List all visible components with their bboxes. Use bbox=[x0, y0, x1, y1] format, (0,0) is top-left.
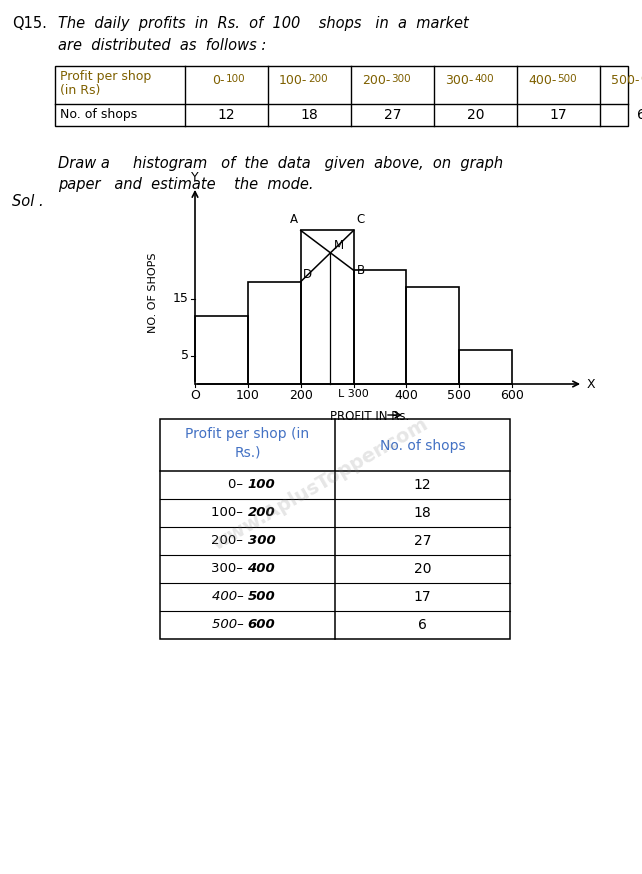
Text: X: X bbox=[587, 378, 596, 391]
Text: are  distributed  as  follows :: are distributed as follows : bbox=[58, 38, 266, 53]
Text: 0–: 0– bbox=[229, 478, 248, 491]
Text: The  daily  profits  in  Rs.  of  100    shops   in  a  market: The daily profits in Rs. of 100 shops in… bbox=[58, 16, 469, 31]
Text: 100: 100 bbox=[225, 74, 245, 84]
Text: 20: 20 bbox=[467, 108, 484, 122]
Text: C: C bbox=[356, 213, 365, 226]
Text: PROFIT IN Rs.: PROFIT IN Rs. bbox=[330, 410, 409, 422]
Text: 500–: 500– bbox=[211, 619, 248, 632]
Text: 0-: 0- bbox=[212, 74, 225, 87]
Text: (in Rs): (in Rs) bbox=[60, 84, 100, 97]
Bar bbox=[195, 316, 248, 384]
Text: O: O bbox=[190, 389, 200, 402]
Text: D: D bbox=[303, 267, 312, 281]
Text: NO. OF SHOPS: NO. OF SHOPS bbox=[148, 253, 158, 333]
Text: 27: 27 bbox=[413, 534, 431, 548]
Text: 5: 5 bbox=[181, 349, 189, 362]
Text: 15: 15 bbox=[173, 292, 189, 305]
Text: 100: 100 bbox=[248, 478, 275, 491]
Text: 200: 200 bbox=[289, 389, 313, 402]
Text: 18: 18 bbox=[413, 506, 431, 520]
Text: 400: 400 bbox=[248, 563, 275, 575]
Text: 18: 18 bbox=[300, 108, 318, 122]
Text: A: A bbox=[290, 213, 298, 226]
Text: 17: 17 bbox=[413, 590, 431, 604]
Text: 500: 500 bbox=[447, 389, 471, 402]
Text: 200: 200 bbox=[248, 507, 275, 519]
Text: Sol .: Sol . bbox=[12, 194, 44, 209]
Text: www.AplusTopper.com: www.AplusTopper.com bbox=[209, 414, 431, 554]
Text: paper   and  estimate    the  mode.: paper and estimate the mode. bbox=[58, 177, 313, 192]
Text: B: B bbox=[356, 264, 365, 277]
Text: 600: 600 bbox=[500, 389, 524, 402]
Bar bbox=[160, 419, 510, 639]
Text: 6: 6 bbox=[637, 108, 642, 122]
Text: 500: 500 bbox=[557, 74, 577, 84]
Bar bbox=[300, 231, 354, 384]
Text: 300: 300 bbox=[248, 535, 275, 547]
Bar bbox=[354, 270, 406, 384]
Text: 200–: 200– bbox=[211, 535, 248, 547]
Text: Y: Y bbox=[191, 171, 199, 184]
Text: 400: 400 bbox=[394, 389, 419, 402]
Text: 300-: 300- bbox=[445, 74, 474, 87]
Bar bbox=[248, 281, 300, 384]
Text: No. of shops: No. of shops bbox=[379, 439, 465, 453]
Text: 500-: 500- bbox=[611, 74, 639, 87]
Text: 200-: 200- bbox=[362, 74, 390, 87]
Text: Q15.: Q15. bbox=[12, 16, 47, 31]
Text: Profit per shop: Profit per shop bbox=[60, 70, 152, 83]
Text: L 300: L 300 bbox=[338, 389, 369, 399]
Text: 6: 6 bbox=[418, 618, 427, 632]
Text: 300: 300 bbox=[392, 74, 411, 84]
Text: No. of shops: No. of shops bbox=[60, 108, 137, 121]
Text: 100: 100 bbox=[236, 389, 260, 402]
Bar bbox=[55, 66, 628, 126]
Text: 100–: 100– bbox=[211, 507, 248, 519]
Text: 17: 17 bbox=[550, 108, 568, 122]
Text: 500: 500 bbox=[248, 591, 275, 604]
Bar bbox=[459, 350, 512, 384]
Text: Profit per shop (in: Profit per shop (in bbox=[186, 427, 309, 441]
Text: 12: 12 bbox=[218, 108, 236, 122]
Text: 600: 600 bbox=[248, 619, 275, 632]
Text: M: M bbox=[333, 239, 343, 252]
Text: 100-: 100- bbox=[279, 74, 308, 87]
Text: 200: 200 bbox=[309, 74, 328, 84]
Text: 12: 12 bbox=[413, 478, 431, 492]
Text: Rs.): Rs.) bbox=[234, 445, 261, 459]
Text: 20: 20 bbox=[413, 562, 431, 576]
Text: 400-: 400- bbox=[528, 74, 557, 87]
Text: 400–: 400– bbox=[211, 591, 248, 604]
Text: 300–: 300– bbox=[211, 563, 248, 575]
Text: 27: 27 bbox=[384, 108, 401, 122]
Text: Draw a     histogram   of  the  data   given  above,  on  graph: Draw a histogram of the data given above… bbox=[58, 156, 503, 171]
Text: 400: 400 bbox=[474, 74, 494, 84]
Bar bbox=[406, 288, 459, 384]
Text: 600: 600 bbox=[641, 74, 642, 84]
